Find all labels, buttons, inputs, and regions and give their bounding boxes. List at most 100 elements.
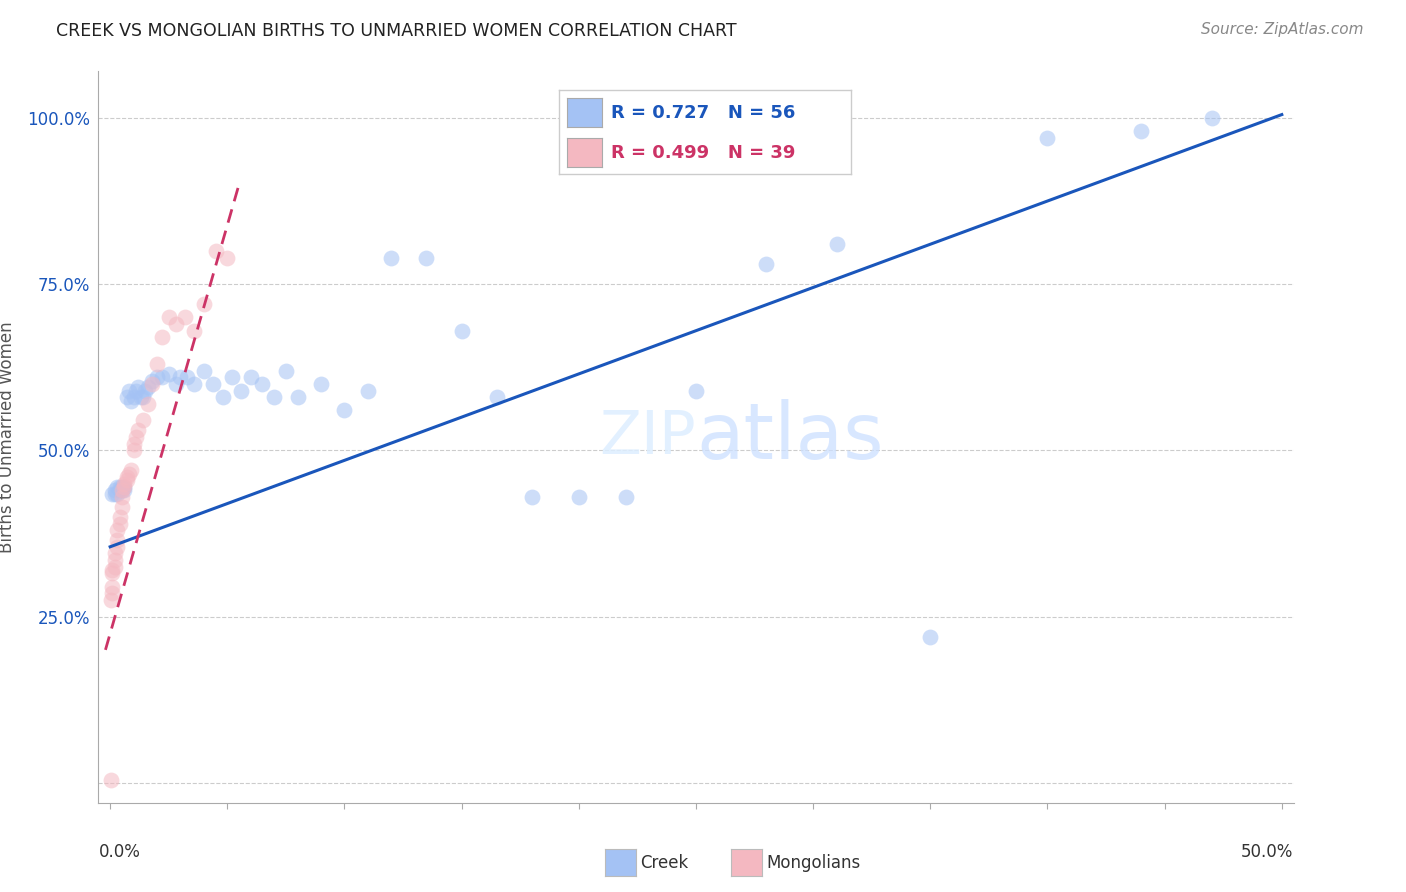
- Point: [157, 367, 180, 381]
- Point: [120, 463, 142, 477]
- Point: [101, 563, 124, 577]
- Point: [614, 490, 637, 504]
- Point: [287, 390, 309, 404]
- Point: [920, 630, 942, 644]
- Point: [118, 384, 141, 398]
- Point: [263, 390, 285, 404]
- Point: [111, 500, 134, 514]
- Point: [1036, 131, 1059, 145]
- Point: [1130, 124, 1153, 138]
- Point: [450, 324, 472, 338]
- Point: [150, 370, 173, 384]
- Point: [111, 480, 134, 494]
- Text: 0.0%: 0.0%: [98, 843, 141, 861]
- Point: [755, 257, 778, 271]
- Text: CREEK VS MONGOLIAN BIRTHS TO UNMARRIED WOMEN CORRELATION CHART: CREEK VS MONGOLIAN BIRTHS TO UNMARRIED W…: [56, 22, 737, 40]
- Point: [112, 480, 135, 494]
- Point: [146, 370, 169, 384]
- Point: [104, 546, 127, 560]
- Point: [127, 424, 149, 438]
- Text: 50.0%: 50.0%: [1241, 843, 1294, 861]
- Point: [120, 393, 142, 408]
- Point: [134, 384, 156, 398]
- Point: [111, 483, 134, 498]
- Point: [221, 370, 243, 384]
- Point: [122, 436, 145, 450]
- Point: [108, 483, 131, 498]
- Point: [685, 384, 707, 398]
- Point: [1201, 111, 1223, 125]
- Point: [105, 480, 128, 494]
- Point: [118, 467, 141, 481]
- Point: [101, 566, 124, 581]
- Point: [150, 330, 173, 344]
- Point: [169, 370, 191, 384]
- Point: [141, 376, 163, 391]
- Point: [101, 486, 124, 500]
- Text: Source: ZipAtlas.com: Source: ZipAtlas.com: [1201, 22, 1364, 37]
- Point: [108, 516, 131, 531]
- Point: [211, 390, 233, 404]
- Point: [193, 363, 215, 377]
- Point: [108, 480, 131, 494]
- Point: [104, 483, 127, 498]
- Point: [100, 772, 122, 787]
- Point: [165, 376, 187, 391]
- Point: [231, 384, 253, 398]
- Point: [174, 310, 197, 325]
- Point: [146, 357, 169, 371]
- Point: [101, 586, 124, 600]
- Point: [274, 363, 297, 377]
- Point: [157, 310, 180, 325]
- Point: [520, 490, 543, 504]
- Point: [112, 476, 135, 491]
- Point: [100, 593, 122, 607]
- Point: [176, 370, 198, 384]
- Text: ZIP: ZIP: [599, 408, 696, 467]
- Point: [357, 384, 380, 398]
- Point: [183, 376, 205, 391]
- Text: Creek: Creek: [640, 854, 688, 871]
- Point: [252, 376, 274, 391]
- Point: [193, 297, 215, 311]
- Point: [380, 251, 402, 265]
- Point: [165, 317, 187, 331]
- Point: [112, 483, 135, 498]
- Point: [108, 509, 131, 524]
- Point: [309, 376, 332, 391]
- Point: [115, 470, 138, 484]
- Point: [132, 413, 155, 427]
- Point: [485, 390, 508, 404]
- Point: [105, 540, 128, 554]
- Point: [105, 486, 128, 500]
- Point: [415, 251, 437, 265]
- Point: [104, 553, 127, 567]
- Point: [129, 390, 152, 404]
- Point: [104, 486, 127, 500]
- Point: [568, 490, 591, 504]
- Point: [239, 370, 262, 384]
- Point: [115, 473, 138, 487]
- Point: [101, 580, 124, 594]
- Point: [202, 376, 225, 391]
- Point: [217, 251, 239, 265]
- Text: R = 0.727   N = 56: R = 0.727 N = 56: [612, 103, 796, 122]
- Point: [111, 490, 134, 504]
- Point: [112, 480, 135, 494]
- Point: [111, 483, 134, 498]
- Point: [141, 374, 163, 388]
- Point: [183, 324, 205, 338]
- Point: [115, 390, 138, 404]
- Point: [105, 523, 128, 537]
- Point: [132, 390, 155, 404]
- Text: atlas: atlas: [696, 399, 883, 475]
- Point: [136, 397, 159, 411]
- Point: [825, 237, 848, 252]
- Point: [105, 533, 128, 548]
- Text: Mongolians: Mongolians: [766, 854, 860, 871]
- Point: [204, 244, 226, 258]
- Point: [125, 430, 148, 444]
- Point: [125, 384, 148, 398]
- Text: R = 0.499   N = 39: R = 0.499 N = 39: [612, 144, 796, 161]
- Y-axis label: Births to Unmarried Women: Births to Unmarried Women: [0, 321, 15, 553]
